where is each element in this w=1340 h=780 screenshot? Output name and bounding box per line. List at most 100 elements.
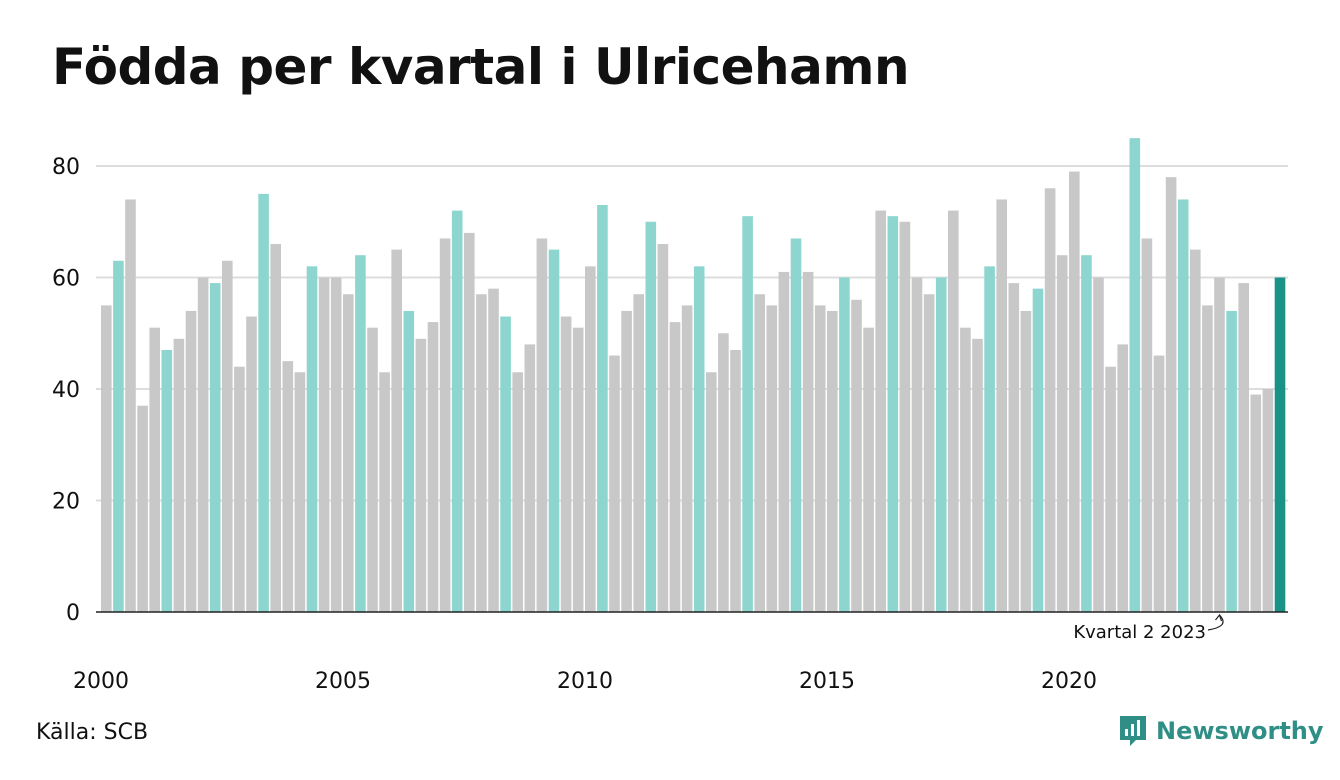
x-tick-label: 2000	[73, 669, 129, 694]
x-tick-label: 2005	[315, 669, 371, 694]
bar	[984, 266, 995, 612]
bar	[899, 221, 911, 612]
bar	[185, 310, 197, 612]
annotation: Kvartal 2 2023	[1073, 613, 1224, 643]
annotation-arrow	[1207, 614, 1224, 631]
bar	[948, 210, 959, 612]
bar	[270, 244, 281, 613]
bar	[403, 310, 415, 612]
bar	[367, 327, 378, 612]
bar	[197, 277, 209, 612]
bar	[609, 355, 620, 612]
bar	[742, 216, 753, 612]
brand-name: Newsworthy	[1156, 717, 1324, 745]
bar	[1190, 249, 1201, 613]
bar	[258, 193, 269, 613]
bar	[887, 216, 899, 612]
source-note: Källa: SCB	[36, 720, 149, 745]
bar	[1165, 177, 1177, 612]
y-tick-label: 0	[66, 601, 80, 626]
bar	[1008, 283, 1020, 612]
bar	[1274, 277, 1286, 612]
bar	[669, 322, 681, 612]
bar	[766, 305, 778, 613]
bar	[161, 349, 173, 612]
bar	[911, 277, 923, 612]
bar	[693, 266, 705, 612]
y-tick-label: 60	[52, 267, 80, 292]
brand-logo: Newsworthy	[1118, 714, 1324, 748]
bar	[585, 266, 596, 612]
bar	[234, 366, 245, 612]
bar	[802, 271, 814, 612]
bar	[318, 277, 330, 612]
bar	[960, 327, 971, 612]
chart-title: Födda per kvartal i Ulricehamn	[52, 38, 910, 96]
bar	[451, 210, 463, 612]
annotation-arrowhead	[1215, 613, 1223, 622]
y-tick-label: 80	[52, 155, 80, 180]
bar	[996, 199, 1007, 612]
bar	[1141, 238, 1153, 612]
y-tick-label: 20	[52, 490, 80, 515]
bar	[222, 260, 233, 612]
bar	[246, 316, 257, 612]
bar	[173, 338, 185, 612]
annotation-label: Kvartal 2 2023	[1073, 622, 1206, 643]
bar	[814, 305, 826, 613]
bar	[391, 249, 402, 613]
bar	[149, 327, 160, 612]
bar	[125, 199, 136, 612]
bar	[1044, 188, 1056, 613]
bar	[379, 372, 390, 612]
bar	[1129, 138, 1141, 613]
bar	[282, 361, 294, 613]
bar	[1093, 277, 1104, 612]
bar	[1117, 344, 1128, 612]
bars	[101, 138, 1286, 613]
bar	[330, 277, 342, 612]
bar	[343, 294, 354, 612]
bar	[1056, 255, 1068, 612]
bar	[790, 238, 802, 612]
x-tick-label: 2015	[799, 669, 855, 694]
bar	[1214, 277, 1225, 612]
bar	[633, 294, 644, 612]
bar	[730, 349, 741, 612]
bar	[923, 294, 935, 612]
bar	[572, 327, 584, 612]
bar	[706, 372, 717, 612]
bar	[597, 205, 608, 612]
y-tick-label: 40	[52, 378, 80, 403]
bar-chart: 0 20 40 60 80 2000 2005 2010 2015 2020 Kvartal 2…	[52, 138, 1288, 694]
bar	[1105, 366, 1116, 612]
bar	[113, 260, 124, 612]
bar	[355, 255, 366, 612]
bar	[306, 266, 318, 612]
bar	[851, 299, 862, 612]
bar	[488, 288, 499, 612]
bar	[778, 271, 790, 612]
bar	[827, 310, 838, 612]
bar	[101, 305, 112, 613]
bar	[524, 344, 536, 612]
bar	[681, 305, 693, 613]
bar	[863, 327, 874, 612]
bar	[512, 372, 523, 612]
bar	[464, 232, 475, 612]
newsworthy-logo-icon	[1120, 716, 1146, 746]
bar	[427, 322, 439, 612]
bar	[1020, 310, 1032, 612]
bar	[137, 405, 148, 612]
bar	[1262, 389, 1274, 612]
bar	[209, 283, 221, 612]
x-axis: 2000 2005 2010 2015 2020	[73, 611, 1288, 694]
bar	[1177, 199, 1189, 612]
bar	[754, 294, 765, 612]
bar	[1081, 255, 1092, 612]
bar	[875, 210, 886, 612]
bar	[1032, 288, 1044, 612]
bar	[621, 310, 632, 612]
bar	[476, 294, 487, 612]
bar	[1069, 171, 1080, 612]
